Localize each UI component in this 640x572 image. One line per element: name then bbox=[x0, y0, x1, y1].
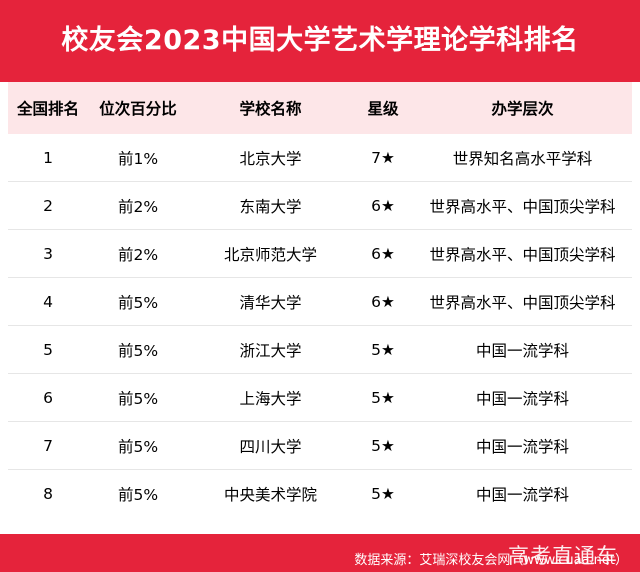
ranking-table-container: 全国排名 位次百分比 学校名称 星级 办学层次 1 前1% 北京大学 7★ 世界… bbox=[8, 82, 632, 534]
data-source: 数据来源：艾瑞深校友会网（www.cuaa.net） bbox=[354, 553, 628, 568]
cell-star: 7★ bbox=[371, 148, 395, 167]
header-row: 全国排名 位次百分比 学校名称 星级 办学层次 bbox=[8, 82, 632, 134]
cell-rank: 7 bbox=[8, 421, 88, 470]
table-row: 5 前5% 浙江大学 5★ 中国一流学科 bbox=[8, 325, 632, 374]
cell-rank: 3 bbox=[8, 229, 88, 278]
cell-school: 浙江大学 bbox=[188, 325, 353, 374]
table-header: 全国排名 位次百分比 学校名称 星级 办学层次 bbox=[8, 82, 632, 134]
cell-rank: 1 bbox=[43, 148, 53, 167]
cell-level: 世界知名高水平学科 bbox=[452, 149, 593, 168]
cell-star: 5★ bbox=[353, 325, 413, 374]
cell-school: 清华大学 bbox=[188, 277, 353, 326]
header-rank: 全国排名 bbox=[8, 82, 88, 134]
cell-school: 上海大学 bbox=[188, 373, 353, 422]
cell-rank: 5 bbox=[8, 325, 88, 374]
cell-school: 北京师范大学 bbox=[188, 229, 353, 278]
cell-level: 世界高水平、中国顶尖学科 bbox=[413, 277, 632, 326]
cell-rank: 6 bbox=[8, 373, 88, 422]
header-star: 星级 bbox=[353, 82, 413, 134]
cell-level: 中国一流学科 bbox=[413, 373, 632, 422]
cell-percentile: 前2% bbox=[88, 181, 188, 230]
cell-star: 5★ bbox=[353, 373, 413, 422]
table-row: 2 前2% 东南大学 6★ 世界高水平、中国顶尖学科 bbox=[8, 181, 632, 230]
cell-star: 6★ bbox=[353, 229, 413, 278]
footer-bar: 高考直通车 数据来源：艾瑞深校友会网（www.cuaa.net） bbox=[0, 534, 640, 572]
cell-rank: 2 bbox=[8, 181, 88, 230]
cell-star: 5★ bbox=[353, 421, 413, 470]
cell-level: 世界高水平、中国顶尖学科 bbox=[413, 229, 632, 278]
cell-percentile: 前5% bbox=[88, 325, 188, 374]
cell-level: 中国一流学科 bbox=[413, 325, 632, 374]
page-title: 校友会2023中国大学艺术学理论学科排名 bbox=[0, 0, 640, 82]
cell-percentile: 前5% bbox=[88, 373, 188, 422]
cell-level: 中国一流学科 bbox=[413, 421, 632, 470]
ranking-table: 全国排名 位次百分比 学校名称 星级 办学层次 1 前1% 北京大学 7★ 世界… bbox=[8, 82, 632, 517]
cell-star: 5★ bbox=[353, 469, 413, 517]
cell-percentile: 前5% bbox=[88, 469, 188, 517]
cell-school: 北京大学 bbox=[239, 149, 302, 168]
cell-school: 东南大学 bbox=[188, 181, 353, 230]
cell-percentile: 前5% bbox=[88, 421, 188, 470]
watermark: 高考直通车 bbox=[508, 544, 618, 568]
header-percentile: 位次百分比 bbox=[88, 82, 188, 134]
cell-star: 6★ bbox=[353, 277, 413, 326]
cell-star: 6★ bbox=[353, 181, 413, 230]
table-row: 6 前5% 上海大学 5★ 中国一流学科 bbox=[8, 373, 632, 422]
cell-school: 四川大学 bbox=[188, 421, 353, 470]
table-row: 4 前5% 清华大学 6★ 世界高水平、中国顶尖学科 bbox=[8, 277, 632, 326]
table-row: 7 前5% 四川大学 5★ 中国一流学科 bbox=[8, 421, 632, 470]
header-level: 办学层次 bbox=[413, 82, 632, 134]
header-school: 学校名称 bbox=[188, 82, 353, 134]
table-row: 3 前2% 北京师范大学 6★ 世界高水平、中国顶尖学科 bbox=[8, 229, 632, 278]
table-row: 1 前1% 北京大学 7★ 世界知名高水平学科 bbox=[8, 134, 632, 182]
cell-percentile: 前5% bbox=[88, 277, 188, 326]
cell-rank: 8 bbox=[8, 469, 88, 517]
cell-percentile: 前1% bbox=[117, 149, 159, 168]
cell-school: 中央美术学院 bbox=[188, 469, 353, 517]
cell-level: 中国一流学科 bbox=[413, 469, 632, 517]
cell-percentile: 前2% bbox=[88, 229, 188, 278]
table-row: 8 前5% 中央美术学院 5★ 中国一流学科 bbox=[8, 469, 632, 517]
table-body: 1 前1% 北京大学 7★ 世界知名高水平学科 2 前2% 东南大学 6★ 世界… bbox=[8, 134, 632, 517]
cell-level: 世界高水平、中国顶尖学科 bbox=[413, 181, 632, 230]
cell-rank: 4 bbox=[8, 277, 88, 326]
